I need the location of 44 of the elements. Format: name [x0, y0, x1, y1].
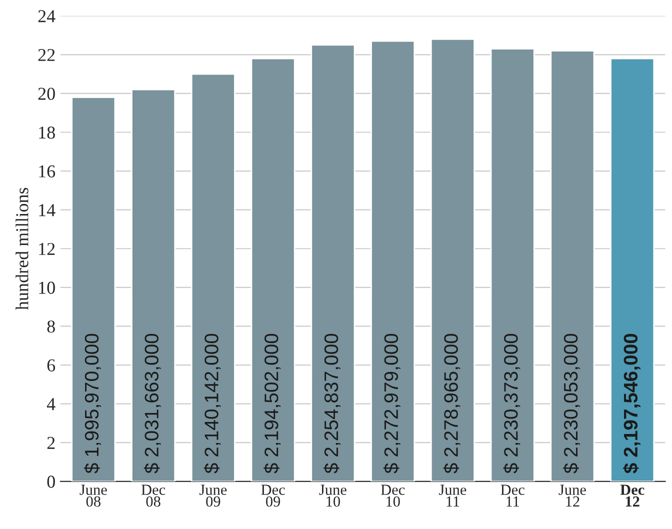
annotation: $ 2,254,837,000 — [324, 334, 340, 474]
bar — [310, 44, 356, 482]
y-tick-label: 24 — [38, 10, 56, 22]
bar — [190, 73, 236, 482]
y-tick-label: 8 — [47, 320, 55, 333]
annotation: $ 2,230,053,000 — [563, 334, 580, 474]
annotation: $ 2,194,502,000 — [264, 334, 281, 474]
bar — [131, 88, 176, 482]
x-tick-label: June 12 — [558, 484, 586, 507]
x-tick-label: Dec 10 — [380, 484, 405, 507]
annotation: $ 2,031,663,000 — [144, 334, 161, 474]
y-tick-label: 18 — [39, 126, 55, 139]
y-tick-label: 12 — [39, 242, 55, 255]
y-tick-label: 0 — [47, 476, 55, 488]
annotation: $ 2,278,965,000 — [443, 334, 460, 474]
x-tick-label: Dec 11 — [500, 484, 524, 507]
bar — [370, 40, 416, 482]
y-tick-label: 22 — [38, 48, 55, 61]
y-tick-label: 2 — [47, 436, 55, 449]
y-tick-label: 14 — [39, 204, 56, 216]
bar — [71, 96, 116, 482]
y-tick-label: 4 — [46, 398, 56, 410]
bar — [250, 58, 296, 482]
x-tick-label: Dec 09 — [261, 484, 285, 507]
x-tick-label: June 09 — [199, 484, 227, 507]
y-axis-title: hundred millions — [16, 188, 28, 310]
x-tick-label: June 10 — [319, 484, 346, 507]
annotation: $ 1,995,970,000 — [84, 334, 101, 474]
y-tick-label: 6 — [47, 359, 56, 372]
bar — [550, 50, 595, 482]
x-tick-label: Dec 12 — [620, 484, 644, 507]
x-tick-label: June 08 — [80, 484, 107, 507]
bar — [430, 38, 475, 482]
bar — [610, 58, 655, 482]
annotation: $ 2,197,546,000 — [622, 334, 640, 474]
x-tick-label: June 11 — [439, 484, 466, 507]
annotation: $ 2,140,142,000 — [204, 334, 221, 474]
y-tick-label: 10 — [39, 282, 55, 294]
y-tick-label: 20 — [38, 88, 55, 100]
annotation: $ 2,272,979,000 — [383, 334, 400, 474]
annotation: $ 2,230,373,000 — [503, 334, 520, 474]
y-tick-label: 16 — [39, 165, 56, 178]
x-tick-label: Dec 08 — [141, 484, 166, 507]
bar — [490, 48, 535, 482]
